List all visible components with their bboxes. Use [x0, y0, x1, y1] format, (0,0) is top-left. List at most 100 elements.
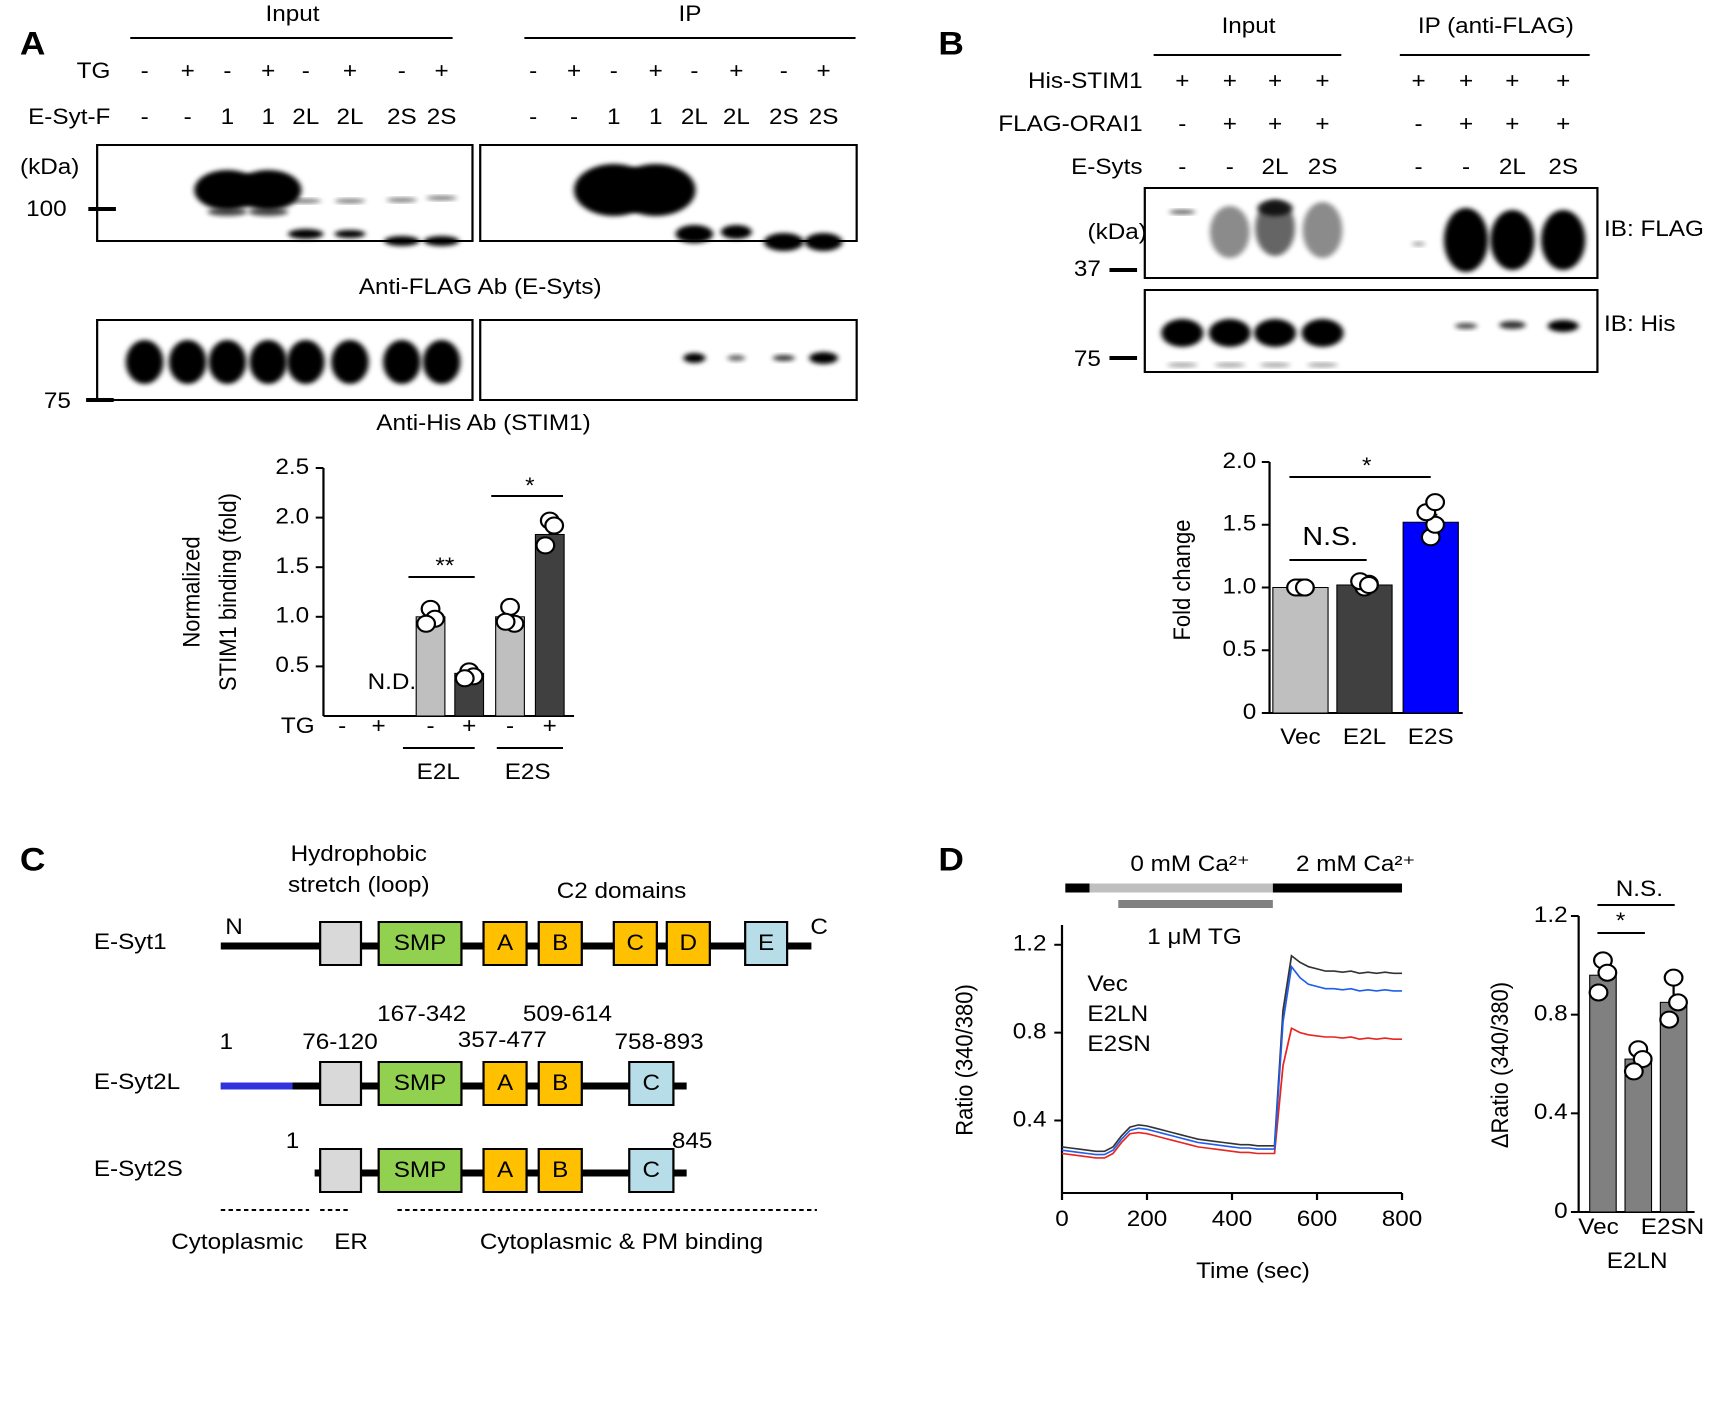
blot-band	[675, 225, 714, 243]
blot-band	[804, 233, 843, 251]
region-label: Cytoplasmic & PM binding	[480, 1229, 763, 1254]
significance-label: N.S.	[1616, 876, 1663, 901]
x-tick-label: 0	[1055, 1206, 1069, 1231]
data-point	[1588, 983, 1609, 1002]
domain-label: A	[497, 1070, 514, 1095]
x-tick-label: 200	[1127, 1206, 1168, 1231]
data-point	[1668, 993, 1688, 1012]
lane-label: -	[398, 58, 406, 83]
x-tick-label: 600	[1297, 1206, 1338, 1231]
data-point	[1358, 575, 1379, 594]
blot-band	[1455, 323, 1478, 329]
blot-band	[288, 229, 324, 239]
blot-band	[1443, 208, 1489, 272]
data-point	[544, 516, 565, 535]
lane-label: -	[529, 104, 537, 129]
lane-label: 1	[221, 104, 235, 129]
lane-label: +	[1268, 111, 1282, 136]
lane-label: +	[649, 58, 663, 83]
domain-box	[377, 921, 463, 966]
lane-label: 2S	[769, 104, 799, 129]
x-tick-label: E2LN	[1607, 1248, 1668, 1273]
group-label: E2S	[505, 759, 551, 784]
y-tick-label: 0	[1554, 1198, 1568, 1223]
blot-frame	[1143, 289, 1599, 373]
diagram-heading: C2 domains	[557, 878, 687, 903]
blot-band	[207, 208, 248, 216]
row-label: TG	[77, 58, 111, 83]
significance-label: *	[1616, 908, 1625, 933]
domain-box	[612, 921, 658, 966]
position-label: 845	[672, 1128, 713, 1153]
row-label: TG	[281, 713, 315, 738]
blot-band	[168, 340, 207, 384]
blot-band	[763, 233, 804, 251]
series-line	[1061, 954, 1403, 1153]
domain-box	[377, 1061, 463, 1106]
blot-caption: Anti-FLAG Ab (E-Syts)	[359, 274, 602, 299]
lane-label: -	[1462, 154, 1470, 179]
blot-band	[1411, 242, 1426, 246]
blot-band	[809, 352, 838, 364]
lane-label: -	[780, 58, 788, 83]
x-tick-label: +	[543, 713, 557, 738]
domain-box	[665, 921, 711, 966]
blot-band	[331, 340, 369, 384]
lane-label: +	[1505, 111, 1519, 136]
y-tick-label: 0.4	[1013, 1106, 1047, 1131]
domain-label: D	[680, 930, 698, 955]
x-axis-label: Time (sec)	[1196, 1258, 1310, 1283]
lane-label: 2S	[427, 104, 457, 129]
blot-header: IP	[678, 1, 701, 26]
region-label: Cytoplasmic	[171, 1229, 303, 1254]
domain-label: B	[552, 930, 568, 955]
legend-entry: Vec	[1087, 971, 1127, 996]
lane-label: +	[1459, 111, 1473, 136]
kda-label: (kDa)	[20, 154, 79, 179]
lane-label: 2L	[336, 104, 363, 129]
blot-caption: IB: FLAG	[1604, 216, 1704, 241]
data-point	[1632, 1050, 1653, 1069]
terminus-label: N	[225, 914, 243, 939]
lane-label: +	[1268, 68, 1282, 93]
blot-band	[334, 230, 366, 238]
region-label: ER	[334, 1229, 368, 1254]
data-point	[1659, 1010, 1680, 1029]
domain-label: A	[497, 1157, 514, 1182]
blot-band	[290, 199, 322, 203]
position-label: 357-477	[458, 1027, 547, 1052]
lane-label: +	[1505, 68, 1519, 93]
bar	[1336, 584, 1393, 714]
lane-label: -	[184, 104, 192, 129]
blot-band	[1301, 319, 1344, 347]
annotation: N.D.	[368, 669, 417, 694]
position-label: 509-614	[523, 1001, 612, 1026]
lane-label: 2L	[292, 104, 319, 129]
terminus-label: C	[810, 914, 828, 939]
domain-label: C	[627, 930, 645, 955]
lane-label: +	[1315, 68, 1329, 93]
y-tick-label: 0	[1243, 699, 1257, 724]
bar	[495, 616, 525, 717]
blot-band	[1257, 200, 1293, 216]
x-tick-label: 800	[1382, 1206, 1423, 1231]
domain-box	[744, 921, 789, 966]
lane-label: -	[1178, 154, 1186, 179]
blot-band	[772, 355, 795, 361]
y-tick-label: 1.0	[1223, 573, 1257, 598]
domain-box	[628, 1061, 675, 1106]
x-tick-label: E2SN	[1641, 1214, 1704, 1239]
blot-caption: IB: His	[1604, 311, 1675, 336]
position-label: 76-120	[302, 1029, 378, 1054]
blot-band	[1302, 202, 1343, 258]
blot-frame	[96, 144, 474, 242]
series-line	[1061, 1026, 1403, 1159]
blot-band	[616, 164, 696, 216]
diagram-heading: Hydrophobic	[291, 841, 427, 866]
lane-label: 2L	[681, 104, 708, 129]
domain-box	[537, 1148, 583, 1193]
protein-name: E-Syt1	[94, 929, 167, 954]
x-tick-label: E2L	[1343, 724, 1386, 749]
domain-box	[628, 1148, 675, 1193]
y-tick-label: 2.0	[1223, 448, 1257, 473]
